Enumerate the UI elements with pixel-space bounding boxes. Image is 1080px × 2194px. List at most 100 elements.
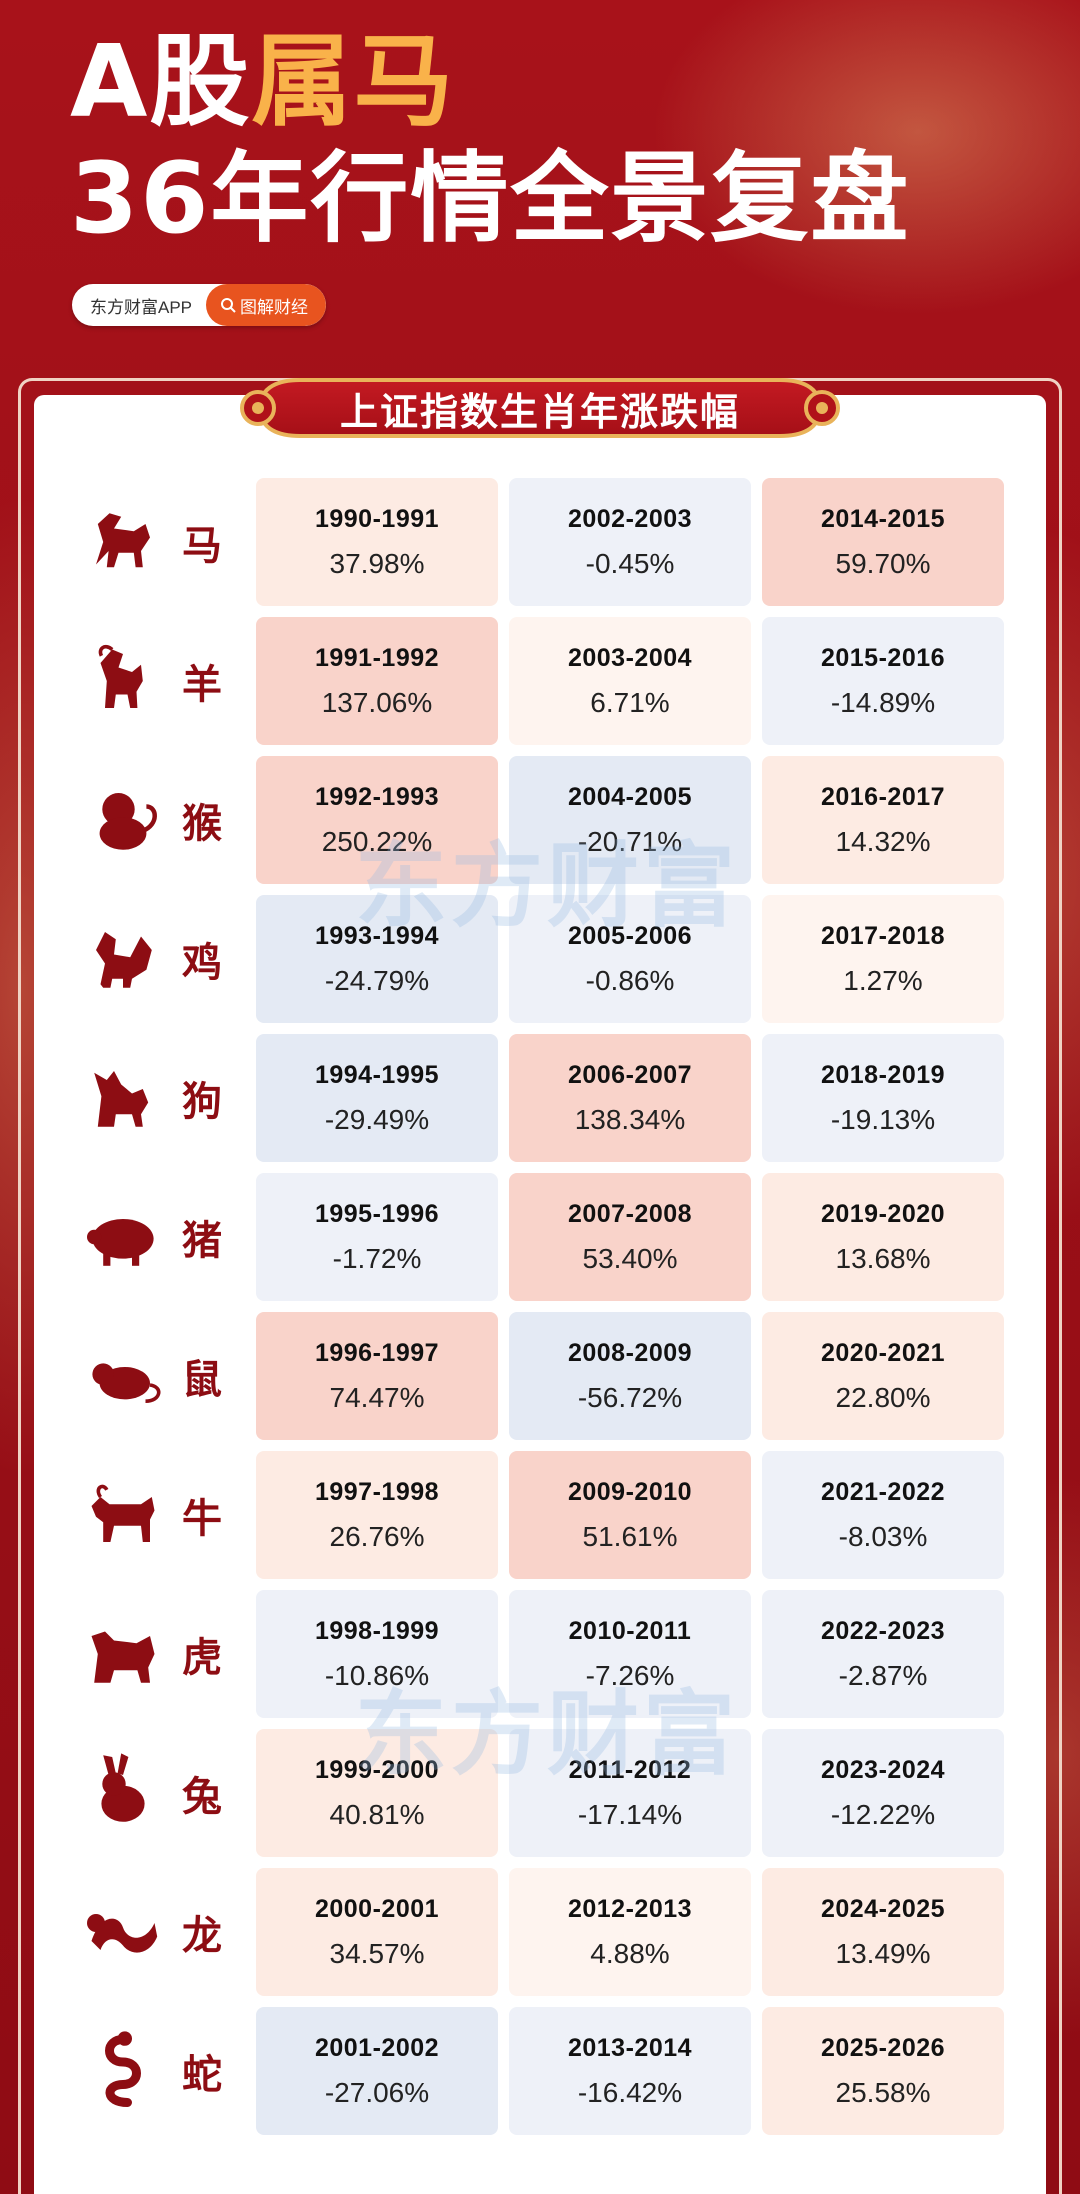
zodiac-label: 羊 — [78, 617, 248, 745]
cell-years: 1991-1992 — [314, 643, 440, 672]
table-cell: 2022-2023 -2.87% — [762, 1590, 1004, 1718]
table-cell: 2005-2006 -0.86% — [509, 895, 751, 1023]
cell-years: 2002-2003 — [567, 504, 693, 533]
cell-years: 2024-2025 — [820, 1894, 946, 1923]
title-prefix: A股 — [70, 23, 252, 140]
cell-change: 37.98% — [329, 547, 425, 579]
cell-years: 2025-2026 — [820, 2033, 946, 2062]
table-cell: 1997-1998 26.76% — [256, 1451, 498, 1579]
table-cell: 1995-1996 -1.72% — [256, 1173, 498, 1301]
cell-change: -7.26% — [585, 1659, 675, 1691]
cell-years: 2008-2009 — [567, 1338, 693, 1367]
rooster-icon — [96, 932, 152, 988]
cell-change: 25.58% — [835, 2076, 931, 2108]
cell-years: 2014-2015 — [820, 504, 946, 533]
table-cell: 2025-2026 25.58% — [762, 2007, 1004, 2135]
title-line-2: 36年行情全景复盘 — [70, 142, 911, 256]
zodiac-name: 狗 — [182, 1078, 222, 1125]
cell-years: 2013-2014 — [567, 2033, 693, 2062]
zodiac-label: 龙 — [78, 1868, 248, 1996]
table-cell: 2011-2012 -17.14% — [509, 1729, 751, 1857]
cell-change: -19.13% — [830, 1103, 936, 1135]
zodiac-name: 兔 — [182, 1773, 222, 1820]
cell-years: 1996-1997 — [314, 1338, 440, 1367]
zodiac-name: 牛 — [182, 1495, 222, 1542]
cell-change: 6.71% — [590, 686, 670, 718]
dog-icon — [94, 1071, 149, 1127]
table-cell: 1994-1995 -29.49% — [256, 1034, 498, 1162]
zodiac-label: 鸡 — [78, 895, 248, 1023]
zodiac-name: 龙 — [182, 1912, 222, 1959]
zodiac-label: 虎 — [78, 1590, 248, 1718]
cell-years: 2004-2005 — [567, 782, 693, 811]
zodiac-label: 马 — [78, 478, 248, 606]
cell-change: 13.68% — [835, 1242, 931, 1274]
table-cell: 1996-1997 74.47% — [256, 1312, 498, 1440]
table-cell: 1990-1991 37.98% — [256, 478, 498, 606]
cell-change: 74.47% — [329, 1381, 425, 1413]
zodiac-label: 兔 — [78, 1729, 248, 1857]
table-cell: 2018-2019 -19.13% — [762, 1034, 1004, 1162]
cell-change: 26.76% — [329, 1520, 425, 1552]
tiger-icon — [91, 1631, 155, 1683]
cell-years: 2018-2019 — [820, 1060, 946, 1089]
snake-icon — [105, 2031, 141, 2107]
table-cell: 2017-2018 1.27% — [762, 895, 1004, 1023]
table-cell: 2010-2011 -7.26% — [509, 1590, 751, 1718]
cell-change: -1.72% — [332, 1242, 422, 1274]
cell-change: 137.06% — [321, 686, 433, 718]
zodiac-name: 羊 — [182, 661, 222, 708]
cell-years: 1990-1991 — [314, 504, 440, 533]
table-cell: 2020-2021 22.80% — [762, 1312, 1004, 1440]
cell-change: 59.70% — [835, 547, 931, 579]
cell-change: -27.06% — [324, 2076, 430, 2108]
table-cell: 2008-2009 -56.72% — [509, 1312, 751, 1440]
cell-years: 2010-2011 — [568, 1616, 692, 1645]
cell-change: 13.49% — [835, 1937, 931, 1969]
table-cell: 2007-2008 53.40% — [509, 1173, 751, 1301]
zodiac-name: 猴 — [182, 800, 222, 847]
table-cell: 2021-2022 -8.03% — [762, 1451, 1004, 1579]
ox-icon — [91, 1484, 155, 1542]
cell-years: 2006-2007 — [567, 1060, 693, 1089]
cell-years: 2012-2013 — [567, 1894, 693, 1923]
brand-badge: 东方财富APP 图解财经 — [72, 284, 327, 326]
zodiac-name: 蛇 — [182, 2051, 222, 2098]
cell-change: 34.57% — [329, 1937, 425, 1969]
table-cell: 2013-2014 -16.42% — [509, 2007, 751, 2135]
cell-years: 1998-1999 — [314, 1616, 440, 1645]
table-banner: 上证指数生肖年涨跌幅 — [240, 366, 840, 450]
zodiac-name: 鼠 — [182, 1356, 222, 1403]
cell-change: 250.22% — [321, 825, 433, 857]
cell-years: 1995-1996 — [314, 1199, 440, 1228]
cell-change: 40.81% — [329, 1798, 425, 1830]
goat-icon — [98, 645, 143, 708]
cell-change: -0.45% — [585, 547, 675, 579]
table-cell: 2024-2025 13.49% — [762, 1868, 1004, 1996]
table-cell: 2003-2004 6.71% — [509, 617, 751, 745]
cell-years: 1999-2000 — [314, 1755, 440, 1784]
table-cell: 2002-2003 -0.45% — [509, 478, 751, 606]
cell-years: 2020-2021 — [820, 1338, 946, 1367]
table-cell: 1999-2000 40.81% — [256, 1729, 498, 1857]
cell-years: 2015-2016 — [820, 643, 946, 672]
cell-change: -20.71% — [577, 825, 683, 857]
cell-change: -0.86% — [585, 964, 675, 996]
cell-years: 1993-1994 — [314, 921, 440, 950]
cell-change: 22.80% — [835, 1381, 931, 1413]
cell-years: 2021-2022 — [820, 1477, 946, 1506]
cell-change: 51.61% — [582, 1520, 678, 1552]
title-highlight: 属马 — [251, 23, 456, 140]
table-cell: 2012-2013 4.88% — [509, 1868, 751, 1996]
cell-change: 14.32% — [835, 825, 931, 857]
brand-tag[interactable]: 图解财经 — [206, 284, 327, 326]
cell-years: 2003-2004 — [567, 643, 693, 672]
cell-years: 2022-2023 — [820, 1616, 946, 1645]
cell-change: 1.27% — [843, 964, 923, 996]
table-cell: 2023-2024 -12.22% — [762, 1729, 1004, 1857]
zodiac-label: 牛 — [78, 1451, 248, 1579]
cell-years: 2007-2008 — [567, 1199, 693, 1228]
cell-change: 53.40% — [582, 1242, 678, 1274]
cell-years: 2017-2018 — [820, 921, 946, 950]
horse-icon — [96, 513, 150, 568]
